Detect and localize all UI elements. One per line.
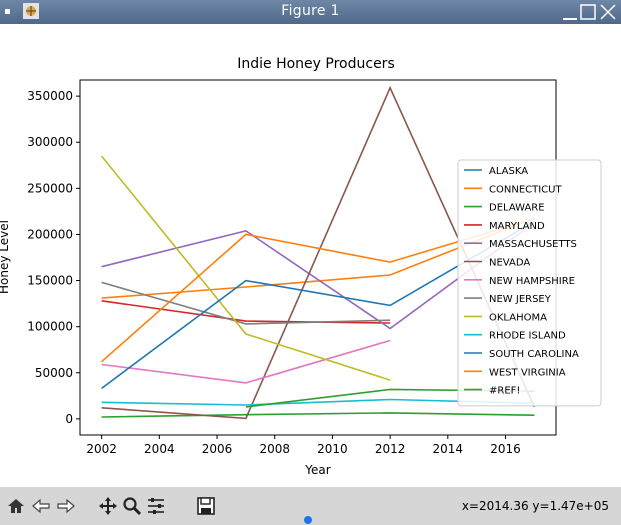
save-icon[interactable]	[196, 496, 216, 516]
forward-arrow-icon[interactable]	[56, 496, 76, 516]
legend-label: SOUTH CAROLINA	[489, 349, 579, 360]
window-menu-icon[interactable]	[5, 9, 10, 14]
series-line-delaware	[101, 412, 535, 418]
legend-box	[457, 159, 602, 407]
legend-label: NEW JERSEY	[489, 294, 552, 305]
back-arrow-icon[interactable]	[31, 496, 51, 516]
series-line-oklahoma	[100, 155, 391, 381]
window-title: Figure 1	[281, 3, 340, 19]
x-tick-label: 2016	[490, 442, 521, 456]
legend-label: MASSACHUSETTS	[489, 239, 577, 250]
legend-label: WEST VIRGINIA	[489, 367, 566, 378]
window-controls	[563, 4, 616, 20]
navigation-toolbar: x=2014.36 y=1.47e+05	[0, 487, 621, 525]
mouse-cursor	[304, 516, 312, 524]
legend-label: ALASKA	[489, 166, 528, 177]
close-icon[interactable]	[600, 4, 616, 20]
figure-canvas[interactable]: Indie Honey Producers 0 50000 100000 150000…	[0, 24, 621, 487]
legend-label: DELAWARE	[489, 203, 545, 214]
y-tick-label: 100000	[27, 320, 73, 334]
app-icon	[23, 3, 39, 19]
zoom-icon[interactable]	[122, 496, 142, 516]
x-axis-label: Year	[304, 463, 330, 477]
legend-label: MARYLAND	[489, 221, 545, 232]
pan-icon[interactable]	[98, 496, 118, 516]
y-axis-label: Honey Level	[0, 220, 11, 294]
y-tick-label: 0	[65, 412, 73, 426]
x-tick-label: 2014	[433, 442, 464, 456]
cursor-coordinates: x=2014.36 y=1.47e+05	[461, 499, 609, 513]
series-line-maryland	[101, 300, 391, 324]
y-tick-label: 150000	[27, 274, 73, 288]
legend-label: RHODE ISLAND	[489, 331, 566, 342]
x-tick-label: 2012	[375, 442, 406, 456]
x-tick-label: 2010	[317, 442, 348, 456]
legend-label: #REF!	[489, 386, 520, 397]
legend-label: NEVADA	[489, 258, 530, 269]
y-tick-label: 50000	[35, 366, 73, 380]
x-tick-label: 2004	[144, 442, 175, 456]
series-line-new-hampshire	[101, 339, 391, 384]
y-tick-label: 250000	[27, 181, 73, 195]
y-tick-label: 200000	[27, 227, 73, 241]
legend-label: CONNECTICUT	[489, 184, 562, 195]
line-chart: Indie Honey Producers 0 50000 100000 150000…	[0, 56, 602, 477]
configure-subplots-icon[interactable]	[146, 496, 166, 516]
chart-title: Indie Honey Producers	[237, 56, 395, 72]
legend-label: OKLAHOMA	[489, 312, 547, 323]
series-line-new-jersey	[101, 281, 391, 325]
y-tick-label: 300000	[27, 135, 73, 149]
maximize-icon[interactable]	[580, 4, 596, 20]
y-tick-label: 350000	[27, 89, 73, 103]
window-titlebar: Figure 1	[0, 0, 621, 24]
x-tick-label: 2006	[202, 442, 233, 456]
legend-label: NEW HAMPSHIRE	[489, 276, 575, 287]
home-icon[interactable]	[6, 496, 26, 516]
x-tick-label: 2002	[86, 442, 117, 456]
x-tick-label: 2008	[259, 442, 290, 456]
